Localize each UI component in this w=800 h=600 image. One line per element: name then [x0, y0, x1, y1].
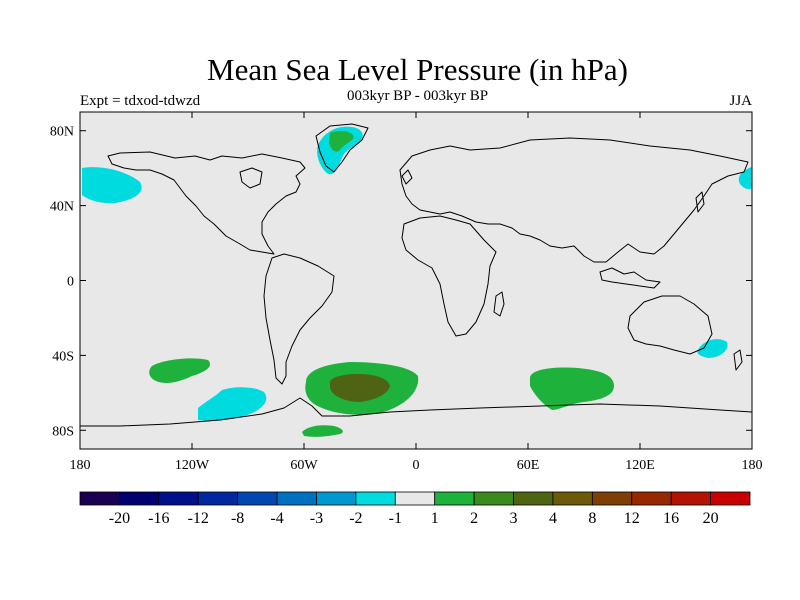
japan-coast: [695, 191, 705, 213]
colorbar-label: 2: [470, 510, 478, 527]
colorbar-swatch: [513, 491, 554, 506]
colorbar-swatch: [355, 491, 396, 506]
colorbar-label: 4: [549, 510, 557, 527]
colorbar-label: 8: [588, 510, 596, 527]
north-america-coast: [107, 151, 306, 255]
anomaly-layer: [82, 126, 752, 437]
colorbar-swatch: [631, 491, 672, 506]
greenland-positive: [329, 130, 354, 152]
colorbar-swatch: [158, 491, 199, 506]
colorbar-swatch: [119, 491, 160, 506]
colorbar-swatch: [473, 491, 514, 506]
colorbar-label: -2: [349, 510, 362, 527]
lon-tick-label: 180: [70, 458, 91, 473]
colorbar-swatch: [316, 491, 357, 506]
colorbar-label: 16: [663, 510, 679, 527]
hudson-bay-coast: [239, 167, 263, 189]
latitude-axis: 80N 40N 0 40S 80S: [50, 125, 752, 439]
colorbar-label: 1: [431, 510, 439, 527]
colorbar-label: -4: [270, 510, 283, 527]
colorbar: -20 -16 -12 -8 -4 -3 -2 -1 1 2 3 4 8 12 16 20: [79, 491, 751, 527]
colorbar-swatch: [79, 491, 120, 506]
colorbar-label: -1: [389, 510, 402, 527]
lon-tick-label: 60E: [517, 458, 540, 473]
south-america-coast: [263, 253, 335, 385]
british-isles-coast: [401, 169, 413, 185]
south-atlantic-core: [330, 374, 390, 402]
map-title: Mean Sea Level Pressure (in hPa): [207, 52, 628, 87]
colorbar-label: -8: [231, 510, 244, 527]
lon-tick-label: 0: [413, 458, 420, 473]
colorbar-label: -12: [188, 510, 209, 527]
greenland-coast: [315, 123, 369, 173]
lat-tick-label: 80S: [52, 424, 74, 439]
lat-tick-label: 80N: [50, 125, 74, 140]
lat-tick-label: 0: [67, 275, 74, 290]
weddell-positive: [302, 425, 343, 437]
new-zealand-coast: [733, 349, 743, 371]
colorbar-label: -20: [109, 510, 130, 527]
lat-tick-label: 40S: [52, 349, 74, 364]
colorbar-label: 3: [510, 510, 518, 527]
amundsen-negative: [198, 387, 267, 421]
colorbar-label: -16: [148, 510, 169, 527]
tasman-negative: [697, 339, 728, 358]
map-subtitle: 003kyr BP - 003kyr BP: [346, 88, 489, 104]
lon-tick-label: 180: [742, 458, 763, 473]
colorbar-swatch: [276, 491, 317, 506]
coastlines: [80, 123, 753, 427]
colorbar-label: -3: [310, 510, 323, 527]
lat-tick-label: 40N: [50, 200, 74, 215]
australia-coast: [627, 295, 713, 355]
madagascar-coast: [493, 291, 505, 317]
colorbar-swatch: [197, 491, 239, 506]
experiment-label: Expt = tdxod-tdwzd: [80, 93, 201, 109]
colorbar-swatch: [710, 491, 751, 506]
north-pacific-negative: [82, 167, 142, 204]
colorbar-swatch: [434, 491, 475, 506]
colorbar-swatch: [670, 491, 711, 506]
africa-coast: [401, 215, 497, 337]
colorbar-swatch: [591, 491, 633, 506]
south-indian-positive: [530, 367, 614, 410]
longitude-axis: 180 120W 60W 0 60E 120E 180: [70, 112, 763, 473]
colorbar-swatch: [552, 491, 593, 506]
lon-tick-label: 60W: [290, 458, 318, 473]
south-pacific-positive: [149, 358, 211, 383]
lon-tick-label: 120W: [175, 458, 210, 473]
map-background: [80, 112, 752, 449]
colorbar-swatch: [394, 491, 436, 506]
colorbar-label: 20: [703, 510, 719, 527]
antarctica-coast: [80, 397, 753, 427]
season-label: JJA: [729, 93, 752, 109]
lon-tick-label: 120E: [625, 458, 655, 473]
eurasia-coast: [399, 137, 749, 263]
colorbar-label: 12: [624, 510, 640, 527]
colorbar-swatch: [237, 491, 278, 506]
maritime-continent-coast: [599, 267, 661, 289]
